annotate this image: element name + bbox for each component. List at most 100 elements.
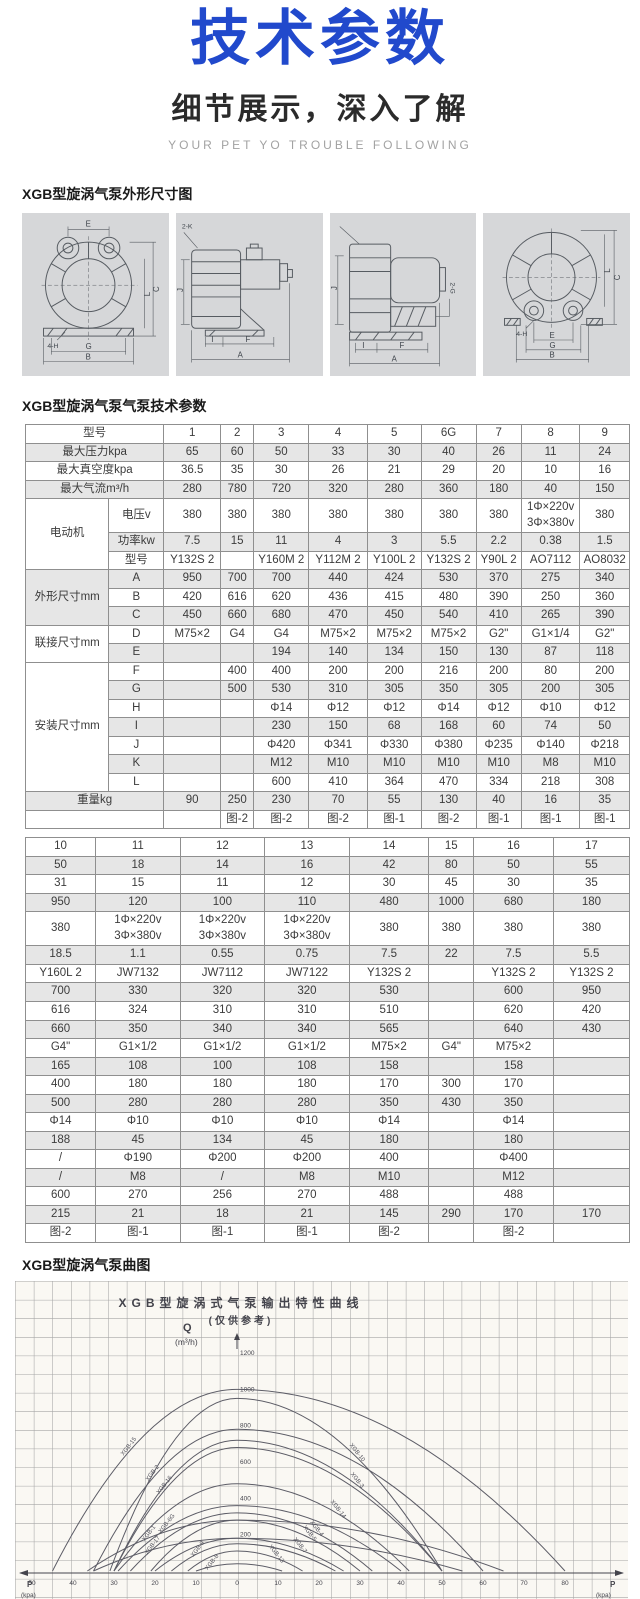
spec-cell: 70 xyxy=(308,791,368,811)
spec-cell: 230 xyxy=(253,791,310,811)
spec-cell: 280 xyxy=(366,479,422,500)
spec-cell: 390 xyxy=(475,587,522,608)
spec-cell: 4 xyxy=(308,532,368,552)
spec-cell: 145 xyxy=(348,1204,430,1225)
spec-cell: 17 xyxy=(552,837,631,857)
spec-cell: 565 xyxy=(348,1019,430,1040)
spec-cell: H xyxy=(108,698,165,719)
table-row: 188 45 134 45 180 180 xyxy=(24,1130,631,1151)
spec-cell: 0.55 xyxy=(179,945,266,965)
spec-cell: 45 xyxy=(95,1130,181,1151)
spec-cell xyxy=(552,1223,631,1243)
spec-cell: 620 xyxy=(253,587,310,608)
spec-cell: 390 xyxy=(579,606,630,626)
x-axis-arrow-left xyxy=(19,1569,28,1576)
spec-cell: A xyxy=(108,569,165,589)
spec-cell: Φ400 xyxy=(473,1149,554,1169)
table-row: 400 180 180 180 170 300 170 xyxy=(24,1075,631,1095)
spec-cell: 50 xyxy=(473,855,554,876)
spec-cell: 30 xyxy=(253,461,310,481)
dim-label-J: J xyxy=(330,286,339,290)
spec-cell xyxy=(552,1056,631,1077)
table-row: 最大压力kpa 65 60 50 33 30 40 26 11 24 xyxy=(24,442,630,463)
spec-cell: 600 xyxy=(473,982,554,1002)
spec-cell: 180 xyxy=(264,1075,350,1095)
spec-cell: AO8032 xyxy=(579,550,630,571)
spec-cell: 21 xyxy=(264,1204,350,1225)
spec-cell: 150 xyxy=(579,479,630,500)
spec-cell: M75×2 xyxy=(163,624,222,645)
y-axis-label: Q xyxy=(183,1322,192,1334)
page: 技术参数 细节展示，深入了解 YOUR PET YO TROUBLE FOLLO… xyxy=(0,6,640,1599)
curve-label: XGB-8 xyxy=(205,1553,221,1571)
spec-cell: 90 xyxy=(163,791,222,811)
spec-cell: Y132S 2 xyxy=(348,963,430,984)
x-tick-label: 0 xyxy=(235,1580,239,1587)
spec-cell xyxy=(163,717,222,737)
spec-cell: JW7132 xyxy=(95,963,181,984)
table-row: 660 350 340 340 565 640 430 xyxy=(24,1019,631,1040)
x-axis-unit-left: (kpa) xyxy=(21,1592,36,1599)
spec-cell: JW7112 xyxy=(179,963,266,984)
table-row: 31 15 11 12 30 45 30 35 xyxy=(24,874,631,894)
spec-cell: 重量kg xyxy=(24,791,165,811)
spec-cell: 图-2 xyxy=(348,1223,430,1243)
spec-cell: 616 xyxy=(220,587,255,608)
spec-cell: 7.5 xyxy=(473,945,554,965)
spec-cell xyxy=(552,1075,631,1095)
spec-cell: 158 xyxy=(473,1056,554,1077)
spec-cell: 270 xyxy=(264,1186,350,1206)
spec-cell: 275 xyxy=(520,569,581,589)
spec-cell: 640 xyxy=(473,1019,554,1040)
spec-cell: 158 xyxy=(348,1056,430,1077)
y-tick-label: 800 xyxy=(240,1422,251,1429)
spec-cell: Y160M 2 xyxy=(253,550,310,571)
spec-cell: Φ235 xyxy=(475,735,522,756)
spec-cell: 22 xyxy=(428,945,475,965)
table-row: 10 11 12 13 14 15 16 17 xyxy=(24,837,631,857)
spec-cell: 40 xyxy=(420,442,477,463)
spec-cell: Φ200 xyxy=(179,1149,266,1169)
spec-cell: 150 xyxy=(420,643,477,663)
spec-cell: 18 xyxy=(95,855,181,876)
spec-cell: 470 xyxy=(308,606,368,626)
table-row: 500 280 280 280 350 430 350 xyxy=(24,1093,631,1114)
spec-cell: 700 xyxy=(24,982,97,1002)
spec-cell: 200 xyxy=(520,680,581,700)
spec-cell: 7 xyxy=(475,424,522,444)
spec-cell: 170 xyxy=(348,1075,430,1095)
spec-cell: 380 xyxy=(220,498,255,534)
spec-cell: Φ200 xyxy=(264,1149,350,1169)
spec-cell: 55 xyxy=(552,855,631,876)
pump-curve xyxy=(130,1512,373,1572)
spec-cell: 470 xyxy=(420,772,477,793)
spec-cell: G4" xyxy=(24,1038,97,1058)
spec-cell: 380 xyxy=(428,911,475,947)
spec-cell: 950 xyxy=(24,892,97,913)
pump-outline xyxy=(43,236,135,337)
spec-cell: 图-2 xyxy=(308,809,368,830)
spec-cell xyxy=(552,1167,631,1188)
spec-cell: 380 xyxy=(552,911,631,947)
spec-cell xyxy=(552,1130,631,1151)
spec-cell: 7.5 xyxy=(348,945,430,965)
spec-cell: M10 xyxy=(366,754,422,774)
table-row: H Φ14 Φ12 Φ12 Φ14 Φ12 Φ10 Φ12 xyxy=(26,698,630,719)
spec-cell: M10 xyxy=(348,1167,430,1188)
spec-cell xyxy=(220,698,255,719)
table-row: 50 18 14 16 42 80 50 55 xyxy=(24,855,631,876)
y-axis-arrowhead xyxy=(234,1332,240,1340)
spec-cell: 图-2 xyxy=(24,1223,97,1243)
spec-cell xyxy=(220,643,255,663)
spec-cell: Φ14 xyxy=(253,698,310,719)
spec-cell: 440 xyxy=(308,569,368,589)
spec-cell xyxy=(428,1149,475,1169)
spec-cell: 424 xyxy=(366,569,422,589)
spec-cell: 180 xyxy=(348,1130,430,1151)
spec-cell: 216 xyxy=(420,661,477,682)
spec-cell: 1Φ×220v 3Φ×380v xyxy=(264,911,350,947)
spec-cell: M8 xyxy=(264,1167,350,1188)
spec-cell: 380 xyxy=(24,911,97,947)
spec-cell: 180 xyxy=(473,1130,554,1151)
spec-cell: 380 xyxy=(579,498,630,534)
